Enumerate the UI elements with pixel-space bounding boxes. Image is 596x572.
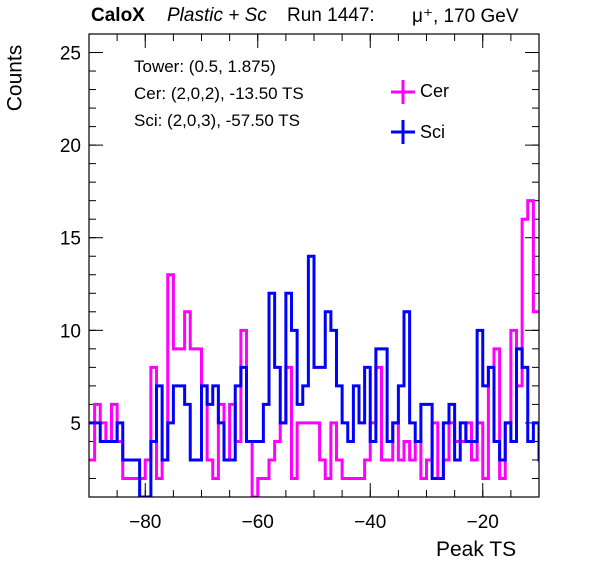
series-line-cer [89, 199, 539, 497]
x-axis-title: Peak TS [436, 538, 517, 561]
header-material: Plastic + Sc [167, 5, 267, 26]
series-lines [89, 199, 539, 497]
x-tick-label: −20 [467, 512, 499, 533]
header-brand: CaloX [91, 5, 145, 26]
y-tick-label: 20 [60, 136, 81, 157]
y-tick-label: 5 [70, 414, 81, 435]
info-cer: Cer: (2,0,2), -13.50 TS [134, 84, 304, 103]
plot-frame [88, 33, 540, 498]
y-tick-label: 10 [60, 321, 81, 342]
series-line-sci [89, 254, 539, 497]
info-tower: Tower: (0.5, 1.875) [134, 57, 276, 76]
header-run: Run 1447: [287, 5, 375, 26]
x-tick-label: −60 [242, 512, 274, 533]
x-tick-label: −40 [354, 512, 386, 533]
info-sci: Sci: (2,0,3), -57.50 TS [134, 111, 300, 130]
legend-label-sci: Sci [420, 122, 446, 142]
y-axis-title: Counts [3, 44, 27, 112]
x-tick-label: −80 [129, 512, 161, 533]
y-tick-label: 15 [60, 229, 81, 250]
y-tick-label: 25 [60, 44, 81, 65]
legend [391, 80, 415, 144]
axis-ticks: −80 −60 −40 −20 5 10 15 20 25 [60, 33, 540, 533]
legend-label-cer: Cer [420, 81, 450, 101]
header-beam: μ⁺, 170 GeV [412, 6, 519, 27]
